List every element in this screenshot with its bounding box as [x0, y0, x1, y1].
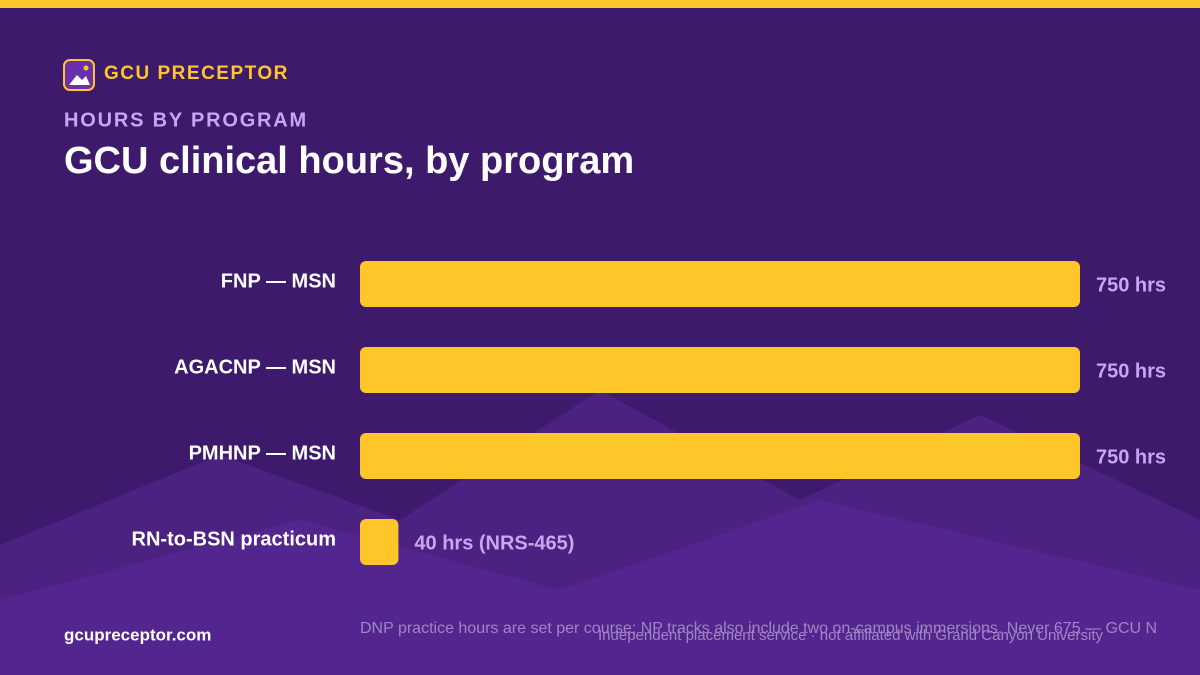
value-label: 750 hrs	[1096, 274, 1166, 296]
subtitle: HOURS BY PROGRAM	[64, 109, 308, 131]
category-label: RN-to-BSN practicum	[132, 528, 336, 550]
category-label: PMHNP — MSN	[189, 442, 336, 464]
chart-title: GCU clinical hours, by program	[64, 140, 634, 182]
value-label: 750 hrs	[1096, 360, 1166, 382]
bar	[360, 261, 1080, 307]
disclaimer: Independent placement service · not affi…	[598, 627, 1103, 644]
brand-icon	[63, 59, 95, 91]
value-label: 750 hrs	[1096, 446, 1166, 468]
brand: GCU PRECEPTOR	[104, 63, 289, 84]
bar	[360, 347, 1080, 393]
bar	[360, 433, 1080, 479]
category-label: FNP — MSN	[221, 270, 336, 292]
footnote: DNP practice hours are set per course; N…	[360, 620, 1157, 637]
bar	[360, 519, 399, 565]
footer-site: gcupreceptor.com	[64, 625, 211, 644]
value-label: 40 hrs (NRS-465)	[414, 532, 574, 554]
top-stripe	[0, 0, 1200, 8]
category-label: AGACNP — MSN	[174, 356, 336, 378]
mountains-front	[0, 500, 1200, 675]
